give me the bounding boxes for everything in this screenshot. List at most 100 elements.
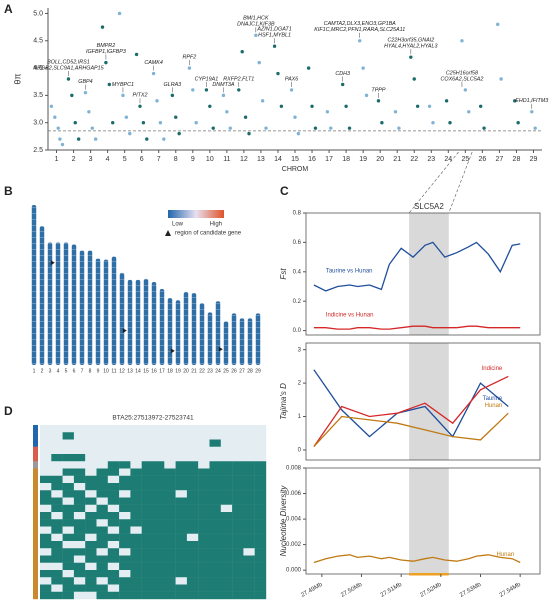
annotation: CDH3 xyxy=(335,71,350,77)
haplotype-cell xyxy=(40,584,52,592)
haplotype-cell xyxy=(243,512,255,520)
haplotype-cell xyxy=(198,570,210,578)
y-axis-label: Fst xyxy=(279,268,288,280)
haplotype-cell xyxy=(85,512,97,520)
haplotype-cell xyxy=(51,504,63,513)
haplotype-cell xyxy=(51,570,63,578)
data-point xyxy=(134,52,139,57)
haplotype-cell xyxy=(51,425,63,433)
haplotype-cell xyxy=(198,541,210,549)
haplotype-cell xyxy=(141,526,154,534)
x-tick-label: 25 xyxy=(223,368,229,374)
y-tick-label: 4.0 xyxy=(33,65,43,72)
haplotype-cell xyxy=(119,577,131,585)
haplotype-cell xyxy=(73,497,86,505)
haplotype-cell xyxy=(254,533,267,542)
haplotype-cell xyxy=(164,526,176,534)
data-point xyxy=(111,120,115,125)
haplotype-cell xyxy=(130,468,142,476)
data-point xyxy=(83,90,88,95)
haplotype-cell xyxy=(62,512,75,520)
haplotype-cell xyxy=(119,446,131,455)
haplotype-cell xyxy=(119,541,131,549)
haplotype-cell xyxy=(186,454,199,462)
haplotype-cell xyxy=(107,570,120,578)
connector xyxy=(408,151,459,214)
x-tick-label: 16 xyxy=(308,156,316,163)
haplotype-cell xyxy=(107,512,120,520)
haplotype-cell xyxy=(141,533,154,542)
haplotype-cell xyxy=(198,468,210,476)
haplotype-cell xyxy=(153,446,165,455)
haplotype-cell xyxy=(107,526,120,534)
data-point xyxy=(56,126,60,130)
x-tick-label: 2 xyxy=(72,156,76,163)
haplotype-cell xyxy=(62,497,75,505)
haplotype-cell xyxy=(254,504,267,513)
haplotype-cell xyxy=(220,454,233,462)
haplotype-cell xyxy=(243,577,255,585)
series-label: Indicine vs Hunan xyxy=(326,313,374,319)
haplotype-cell xyxy=(40,425,52,433)
x-tick-label: 13 xyxy=(127,368,133,374)
haplotype-cell xyxy=(164,584,176,592)
haplotype-cell xyxy=(243,454,255,462)
x-tick-label: 27.52Mb xyxy=(419,582,443,599)
data-point xyxy=(313,126,318,130)
data-point xyxy=(155,99,159,103)
haplotype-cell xyxy=(40,439,52,447)
haplotype-cell xyxy=(85,439,97,447)
x-tick-label: 13 xyxy=(257,156,265,163)
data-point xyxy=(170,93,175,98)
haplotype-cell xyxy=(85,555,97,563)
haplotype-cell xyxy=(232,541,244,549)
x-tick-label: 28 xyxy=(513,156,521,163)
haplotype-cell xyxy=(40,577,52,585)
haplotype-cell xyxy=(186,461,199,469)
x-tick-label: 12 xyxy=(119,368,125,374)
haplotype-cell xyxy=(141,483,154,491)
x-tick-label: 17 xyxy=(159,368,165,374)
data-point xyxy=(460,39,464,43)
haplotype-cell xyxy=(220,497,233,505)
haplotype-cell xyxy=(107,490,120,498)
data-point xyxy=(151,71,156,76)
haplotype-cell xyxy=(153,497,165,505)
haplotype-cell xyxy=(243,439,255,447)
haplotype-cell xyxy=(186,439,199,447)
haplotype-cell xyxy=(153,541,165,549)
haplotype-cell xyxy=(119,519,131,527)
haplotype-cell xyxy=(62,541,75,549)
haplotype-cell xyxy=(220,541,233,549)
haplotype-cell xyxy=(153,570,165,578)
haplotype-cell xyxy=(96,512,108,520)
annotation: HSF1,MYBL1 xyxy=(258,33,291,39)
haplotype-cell xyxy=(153,548,165,556)
haplotype-cell xyxy=(141,570,154,578)
candidate-marker xyxy=(122,328,127,334)
y-axis-label: Tajima's D xyxy=(279,383,288,420)
haplotype-cell xyxy=(209,461,221,469)
haplotype-cell xyxy=(141,519,154,527)
haplotype-cell xyxy=(164,454,176,462)
y-tick-label: 3 xyxy=(298,347,302,353)
haplotype-cell xyxy=(107,497,120,505)
x-tick-label: 5 xyxy=(123,156,127,163)
haplotype-cell xyxy=(220,483,233,491)
haplotype-cell xyxy=(51,475,63,484)
annotation: COX6A2,SLC5A2 xyxy=(441,76,484,82)
row-group xyxy=(33,432,38,440)
haplotype-cell xyxy=(209,555,221,563)
haplotype-cell xyxy=(209,432,221,440)
data-point xyxy=(289,88,294,92)
haplotype-cell xyxy=(175,475,188,484)
haplotype-cell xyxy=(130,541,142,549)
haplotype-cell xyxy=(40,483,52,491)
data-point xyxy=(340,82,345,87)
x-tick-label: 8 xyxy=(89,368,92,374)
haplotype-cell xyxy=(40,512,52,520)
haplotype-cell xyxy=(209,454,221,462)
y-tick-label: 0.2 xyxy=(293,299,302,305)
x-tick-label: 9 xyxy=(97,368,100,374)
haplotype-cell xyxy=(175,439,188,447)
